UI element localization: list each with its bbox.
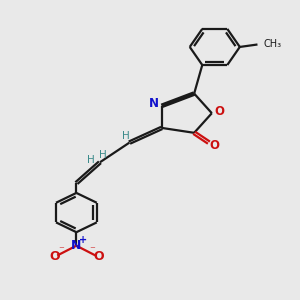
Text: ⁻: ⁻ [89,245,95,255]
Text: ⁻: ⁻ [58,245,64,255]
Text: H: H [87,155,94,165]
Text: N: N [71,239,82,252]
Text: H: H [99,150,107,160]
Text: +: + [79,235,87,245]
Text: O: O [209,139,219,152]
Text: CH₃: CH₃ [264,40,282,50]
Text: O: O [93,250,104,263]
Text: O: O [214,106,224,118]
Text: N: N [148,98,158,110]
Text: H: H [122,131,130,141]
Text: O: O [49,250,60,263]
